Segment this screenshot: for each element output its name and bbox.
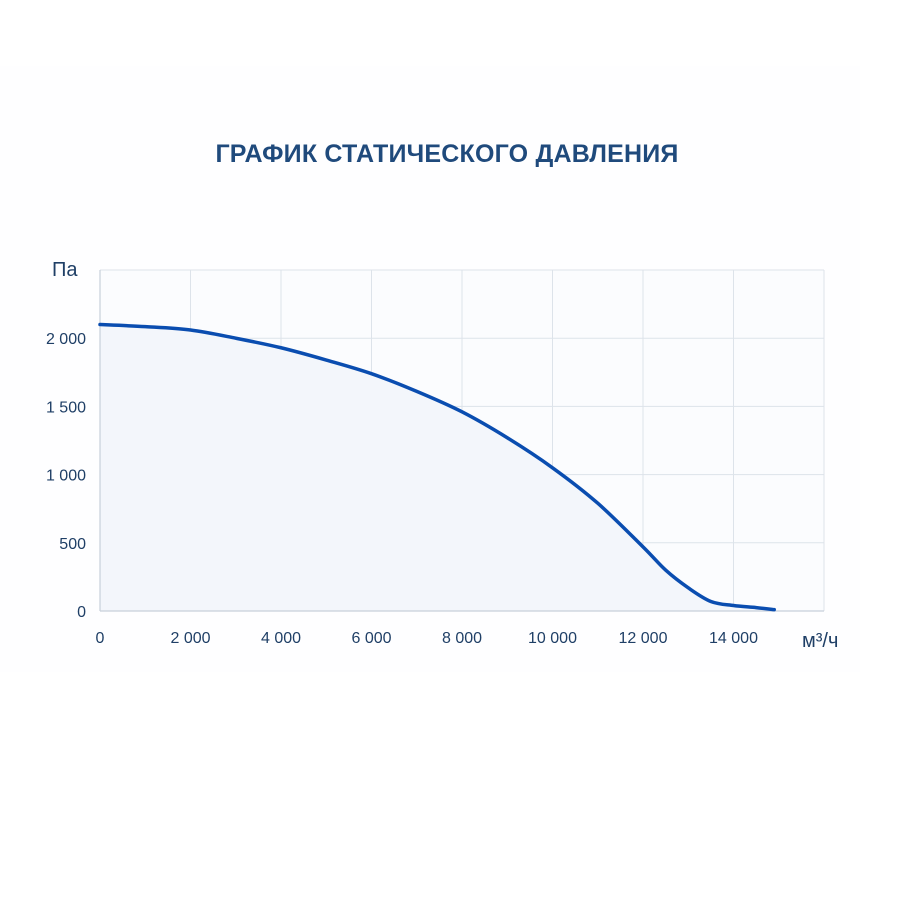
y-tick-label: 1 000 (46, 468, 86, 485)
x-tick-label: 4 000 (261, 630, 301, 647)
y-tick-label: 0 (77, 604, 86, 621)
x-tick-label: 2 000 (170, 630, 210, 647)
chart-title: ГРАФИК СТАТИЧЕСКОГО ДАВЛЕНИЯ (215, 140, 679, 168)
y-tick-label: 2 000 (46, 331, 86, 348)
x-tick-label: 0 (96, 630, 105, 647)
y-tick-label: 1 500 (46, 399, 86, 416)
x-tick-label: 12 000 (619, 630, 668, 647)
x-tick-label: 6 000 (351, 630, 391, 647)
x-tick-label: 8 000 (442, 630, 482, 647)
x-tick-label: 10 000 (528, 630, 577, 647)
series-line-layer (98, 322, 776, 612)
x-tick-label: 14 000 (709, 630, 758, 647)
y-axis-label: Па (52, 259, 78, 281)
tick-labels: 0 2 000 4 000 6 000 8 000 10 000 12 000 14 000 0… (46, 331, 758, 647)
axes (99, 270, 824, 612)
series-area-0 (100, 324, 775, 611)
series-line-0 (98, 322, 776, 612)
x-axis-label: м³/ч (802, 630, 838, 652)
y-tick-label: 500 (59, 536, 86, 553)
area-fill-layer (100, 324, 775, 611)
